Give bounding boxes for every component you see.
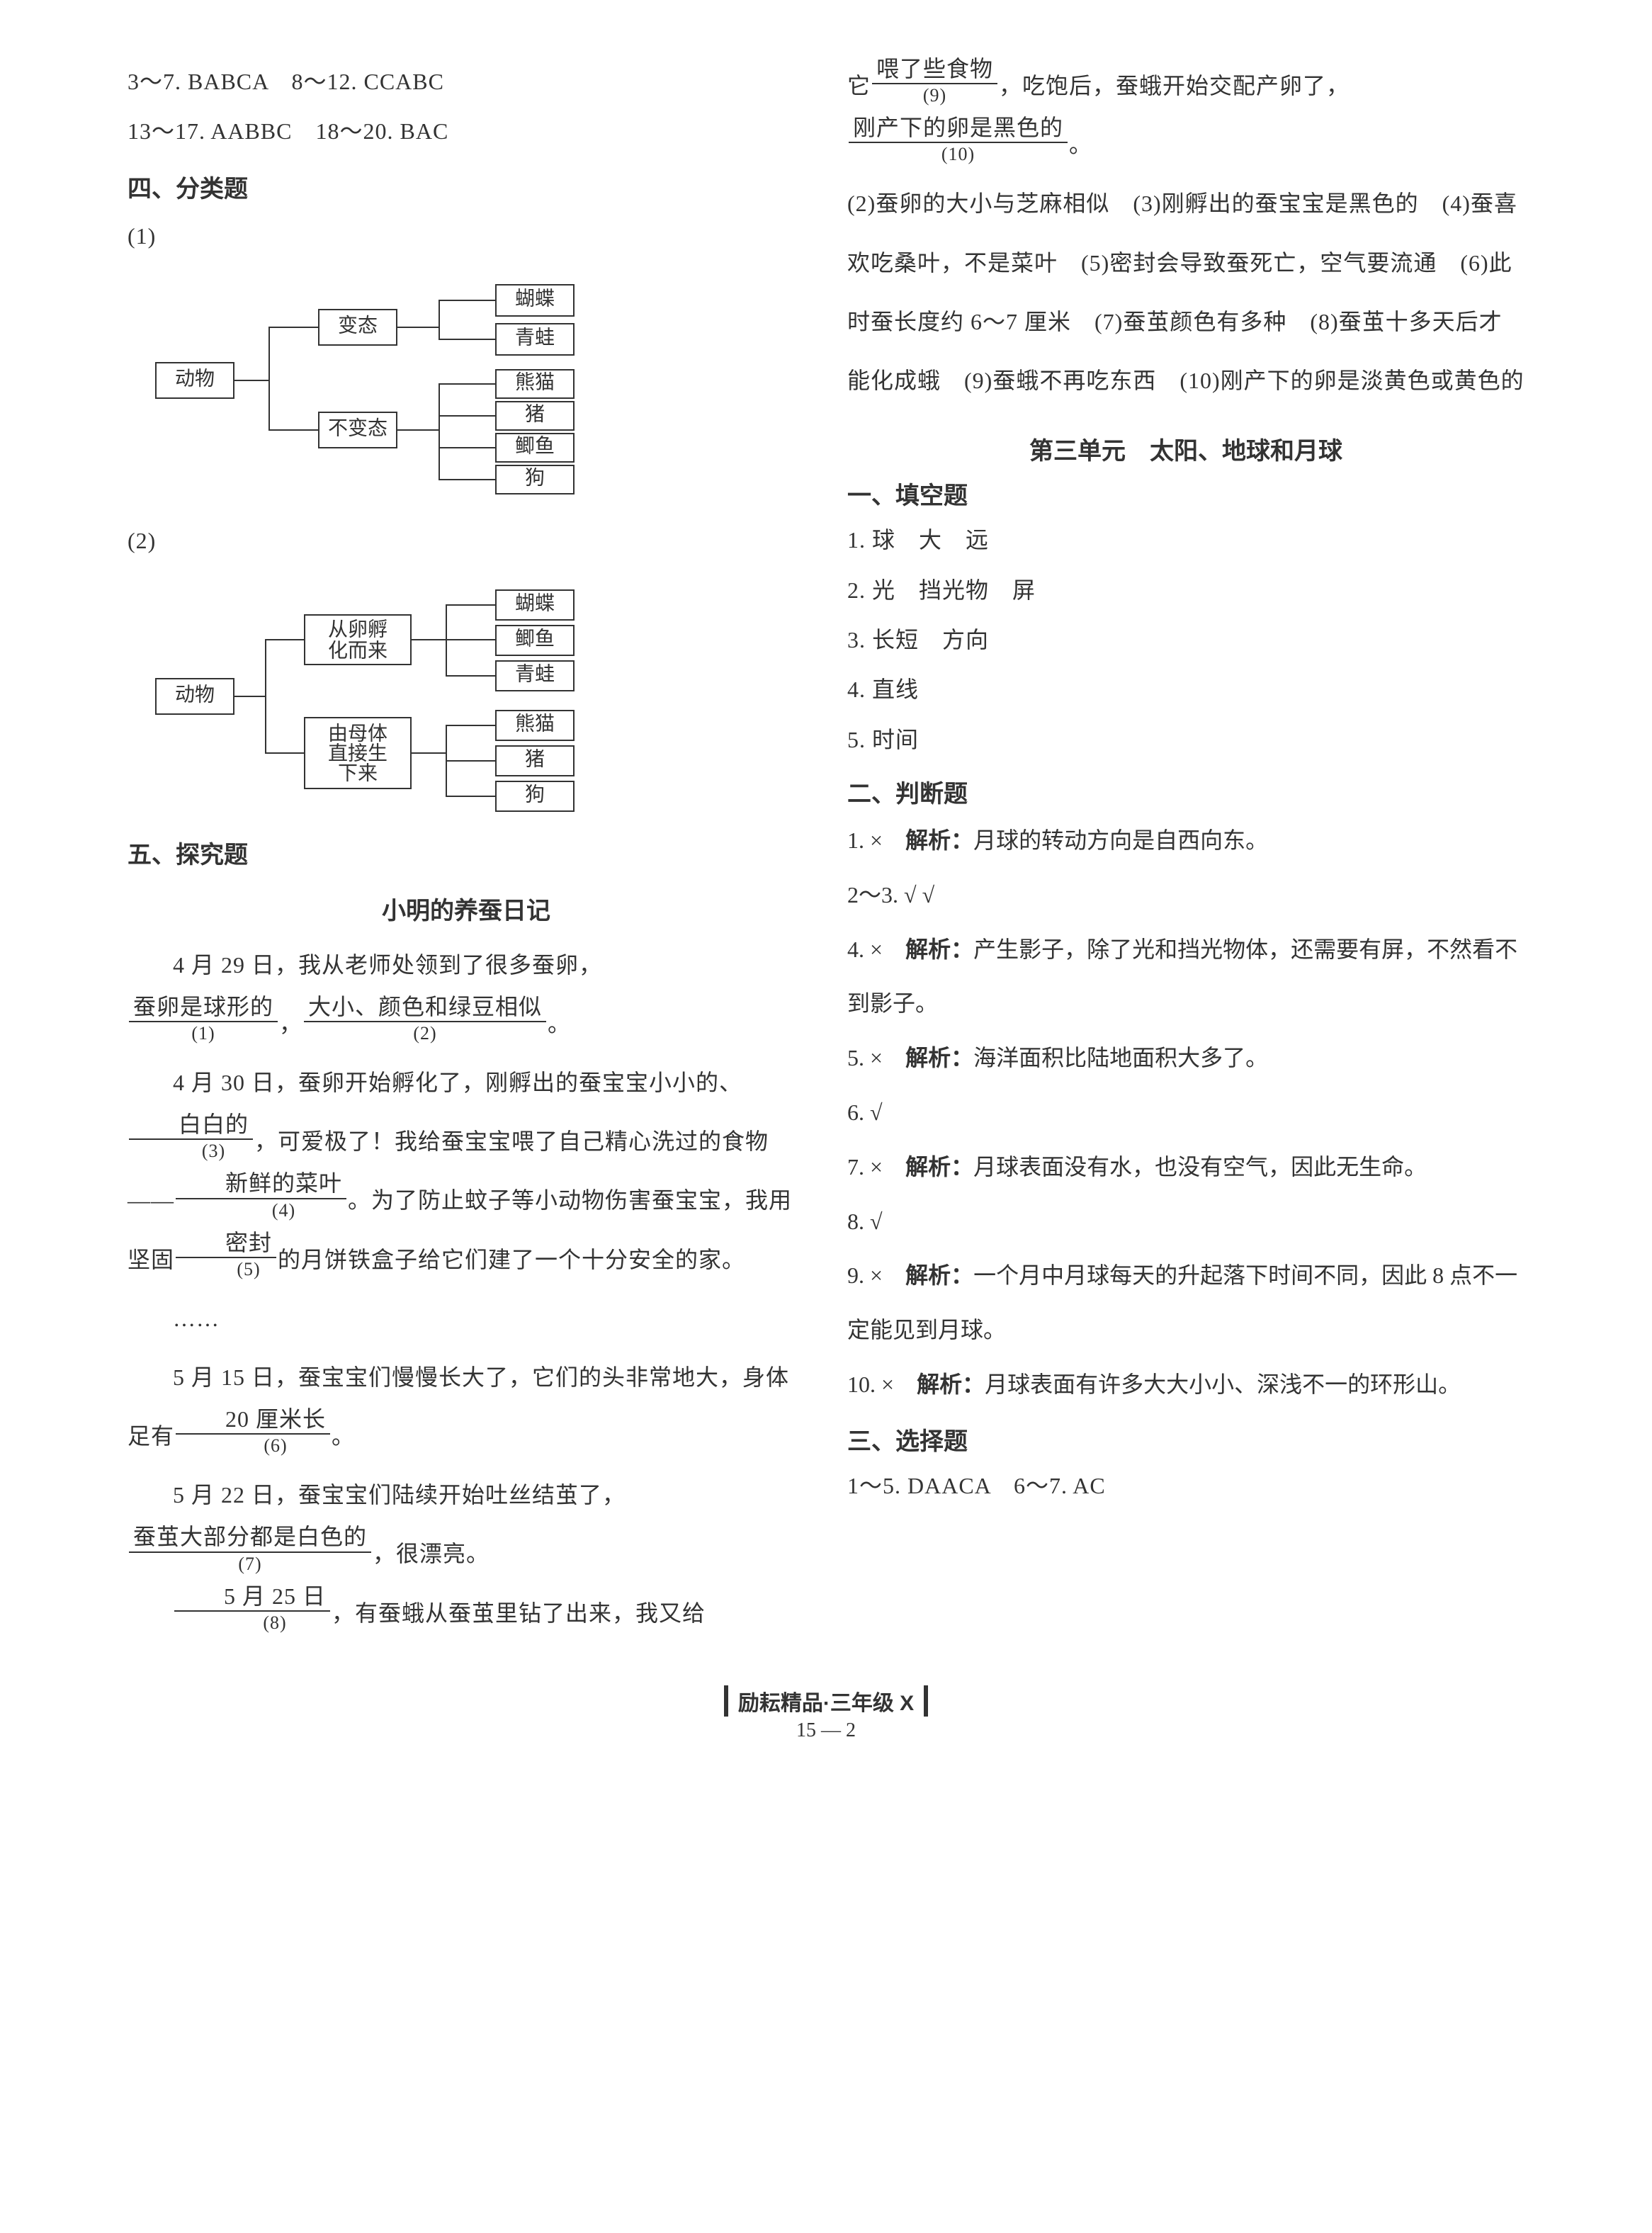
d2-m1b: 直接生 [328, 742, 387, 764]
d2-m1a: 由母体 [328, 722, 387, 745]
blank-3: 白白的(3) [129, 1112, 253, 1162]
diary-p3: 5 月 15 日，蚕宝宝们慢慢长大了，它们的头非常地大，身体足有20 厘米长(6… [128, 1348, 805, 1466]
answer-line: 13～17. AABBC 18～20. BAC [128, 106, 805, 156]
diagram-2: 动物 从卵孵 化而来 由母体 直接生 下来 蝴蝶 鲫鱼 青蛙 [128, 576, 805, 817]
d2-m1c: 下来 [338, 762, 378, 784]
judge-item: 2～3. √ √ [847, 868, 1524, 922]
fill-2: 2. 光 挡光物 屏 [847, 565, 1524, 615]
blank-6: 20 厘米长(6) [176, 1407, 330, 1457]
fill-heading: 一、填空题 [847, 476, 1524, 511]
right-column: 它喂了些食物(9)，吃饱后，蚕蛾开始交配产卵了， 刚产下的卵是黑色的(10)。 … [847, 57, 1524, 1643]
diary-p1b: 蚕卵是球形的(1)，大小、颜色和绿豆相似(2)。 [128, 995, 805, 1053]
d2-m0b: 化而来 [328, 639, 387, 662]
judge-item: 6. √ [847, 1085, 1524, 1140]
d2-l1-2: 青蛙 [515, 662, 555, 685]
page-columns: 3～7. BABCA 8～12. CCABC 13～17. AABBC 18～2… [128, 57, 1524, 1643]
analysis-block: (2)蚕卵的大小与芝麻相似 (3)刚孵出的蚕宝宝是黑色的 (4)蚕喜欢吃桑叶，不… [847, 174, 1524, 410]
diary-p5: 5 月 25 日(8)，有蚕蛾从蚕茧里钻了出来，我又给 [128, 1584, 805, 1643]
d2-l2-2: 狗 [525, 783, 545, 805]
diary-title: 小明的养蚕日记 [128, 891, 805, 926]
d2-l1-0: 蝴蝶 [515, 592, 555, 614]
blank-8: 5 月 25 日(8) [174, 1584, 330, 1634]
fill-5: 5. 时间 [847, 715, 1524, 764]
footer-page-number: 15 — 2 [128, 1719, 1524, 1742]
diagram-1: 动物 变态 不变态 蝴蝶 青蛙 熊猫 [128, 271, 805, 497]
section-5-heading: 五、探究题 [128, 835, 805, 870]
diary-p4: 5 月 22 日，蚕宝宝们陆续开始吐丝结茧了， [128, 1466, 805, 1525]
judge-item: 1. × 解析：月球的转动方向是自西向东。 [847, 813, 1524, 868]
diary-cont: 它喂了些食物(9)，吃饱后，蚕蛾开始交配产卵了， [847, 57, 1524, 115]
left-column: 3～7. BABCA 8～12. CCABC 13～17. AABBC 18～2… [128, 57, 805, 1643]
diary-p4b: 蚕茧大部分都是白色的(7)，很漂亮。 [128, 1525, 805, 1583]
diary-p1: 4 月 29 日，我从老师处领到了很多蚕卵， [128, 936, 805, 995]
q2-label: (2) [128, 516, 805, 565]
d1-root: 动物 [175, 368, 215, 390]
blank-4: 新鲜的菜叶(4) [176, 1171, 346, 1221]
choice-heading: 三、选择题 [847, 1422, 1524, 1457]
blank-9: 喂了些食物(9) [872, 57, 997, 106]
judge-item: 4. × 解析：产生影子，除了光和挡光物体，还需要有屏，不然看不到影子。 [847, 922, 1524, 1031]
ellipsis: …… [128, 1289, 805, 1348]
blank-7: 蚕茧大部分都是白色的(7) [129, 1525, 371, 1574]
blank-1: 蚕卵是球形的(1) [129, 995, 278, 1044]
d1-mid0: 变态 [338, 315, 378, 337]
judge-item: 5. × 解析：海洋面积比陆地面积大多了。 [847, 1031, 1524, 1085]
blank-2: 大小、颜色和绿豆相似(2) [304, 995, 546, 1044]
d1-mid1: 不变态 [328, 417, 387, 440]
diary-cont2: 刚产下的卵是黑色的(10)。 [847, 115, 1524, 174]
judge-list: 1. × 解析：月球的转动方向是自西向东。2～3. √ √ 4. × 解析：产生… [847, 813, 1524, 1412]
judge-item: 10. × 解析：月球表面有许多大大小小、深浅不一的环形山。 [847, 1357, 1524, 1412]
unit-title: 第三单元 太阳、地球和月球 [847, 431, 1524, 466]
d2-l2-1: 猪 [525, 747, 545, 770]
judge-item: 7. × 解析：月球表面没有水，也没有空气，因此无生命。 [847, 1140, 1524, 1194]
footer-title: 励耘精品·三年级 X [724, 1685, 928, 1717]
fill-3: 3. 长短 方向 [847, 615, 1524, 665]
answer-line: 3～7. BABCA 8～12. CCABC [128, 57, 805, 106]
diary-p2: 4 月 30 日，蚕卵开始孵化了，刚孵出的蚕宝宝小小的、白白的(3)，可爱极了！… [128, 1053, 805, 1289]
d1-l2-0: 熊猫 [515, 371, 555, 394]
d1-l2-2: 鲫鱼 [515, 435, 555, 458]
fill-4: 4. 直线 [847, 665, 1524, 714]
q1-label: (1) [128, 211, 805, 261]
blank-10: 刚产下的卵是黑色的(10) [849, 115, 1068, 165]
d2-l1-1: 鲫鱼 [515, 627, 555, 650]
d2-l2-0: 熊猫 [515, 712, 555, 735]
judge-heading: 二、判断题 [847, 774, 1524, 809]
d2-m0a: 从卵孵 [328, 618, 387, 640]
fill-1: 1. 球 大 远 [847, 515, 1524, 565]
d1-l2-3: 狗 [525, 467, 545, 490]
blank-5: 密封(5) [176, 1231, 276, 1280]
choice-answers: 1～5. DAACA 6～7. AC [847, 1461, 1524, 1510]
d1-l1-1: 青蛙 [515, 327, 555, 349]
judge-item: 9. × 解析：一个月中月球每天的升起落下时间不同，因此 8 点不一定能见到月球… [847, 1248, 1524, 1357]
section-4-heading: 四、分类题 [128, 169, 805, 204]
d2-root: 动物 [175, 683, 215, 706]
d1-l2-1: 猪 [525, 403, 545, 426]
text: 4 月 29 日，我从老师处领到了很多蚕卵， [173, 952, 602, 978]
d1-l1-0: 蝴蝶 [515, 288, 555, 310]
page-footer: 励耘精品·三年级 X 15 — 2 [128, 1685, 1524, 1742]
judge-item: 8. √ [847, 1194, 1524, 1249]
